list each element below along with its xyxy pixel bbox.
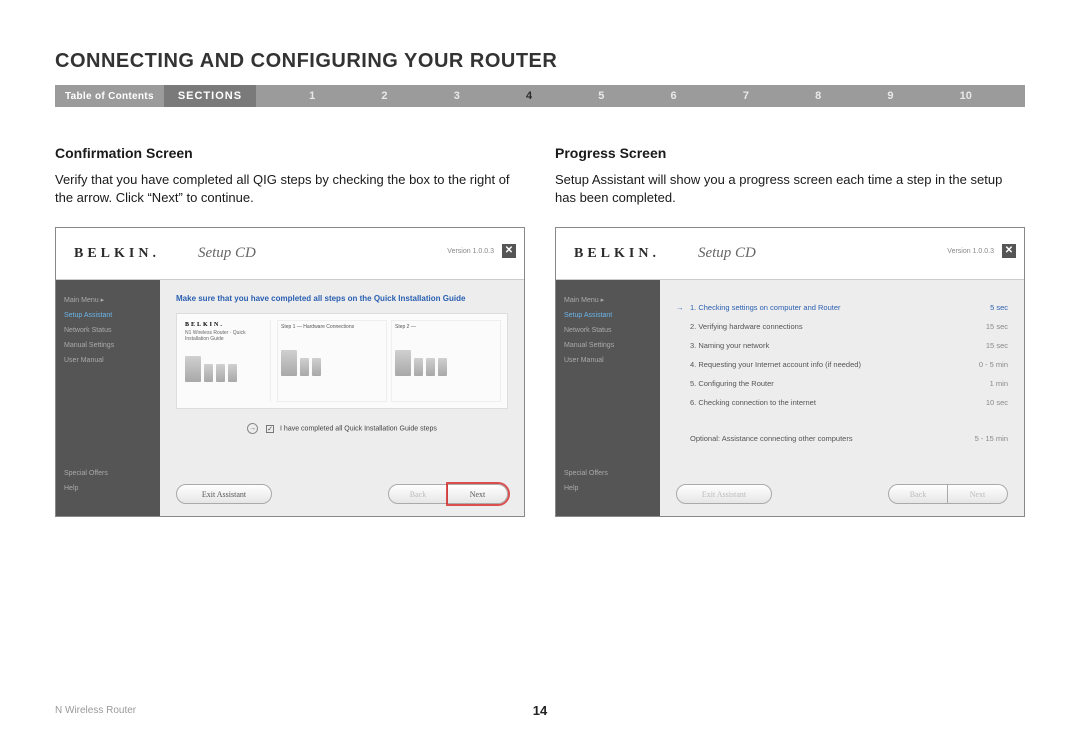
app-product-name: Setup CD [698, 245, 756, 262]
confirmation-body: Verify that you have completed all QIG s… [55, 171, 525, 207]
app-sidebar: Main Menu ▸ Setup Assistant Network Stat… [56, 280, 160, 516]
sections-label: SECTIONS [164, 85, 256, 107]
sections-nav-bar: Table of Contents SECTIONS 1 2 3 4 5 6 7 8 9 10 [55, 85, 1025, 107]
back-button[interactable]: Back [888, 484, 948, 504]
progress-step-time: 0 - 5 min [958, 360, 1008, 369]
belkin-logo: BELKIN. [574, 246, 660, 262]
sidebar-item-setup-assistant[interactable]: Setup Assistant [64, 312, 152, 319]
section-link-10[interactable]: 10 [960, 90, 972, 102]
sidebar-item-setup-assistant[interactable]: Setup Assistant [564, 312, 652, 319]
close-icon[interactable]: ✕ [1002, 244, 1016, 258]
progress-step: 2. Verifying hardware connections15 sec [676, 317, 1008, 336]
completed-checkbox[interactable]: ✓ [266, 425, 274, 433]
section-numbers: 1 2 3 4 5 6 7 8 9 10 [256, 90, 1025, 102]
progress-step-time: 15 sec [958, 322, 1008, 331]
app-header: BELKIN. Setup CD Version 1.0.0.3 ✕ [556, 228, 1024, 280]
progress-optional-row: Optional: Assistance connecting other co… [676, 434, 1008, 443]
sidebar-item-special-offers[interactable]: Special Offers [64, 470, 152, 477]
sidebar-item-network-status[interactable]: Network Status [564, 327, 652, 334]
section-link-6[interactable]: 6 [671, 90, 677, 102]
progress-step: →1. Checking settings on computer and Ro… [676, 298, 1008, 317]
progress-list: →1. Checking settings on computer and Ro… [676, 298, 1008, 412]
confirmation-check-row: → ✓ I have completed all Quick Installat… [176, 423, 508, 434]
section-link-3[interactable]: 3 [454, 90, 460, 102]
page-title: CONNECTING AND CONFIGURING YOUR ROUTER [55, 50, 1025, 73]
sidebar-item-network-status[interactable]: Network Status [64, 327, 152, 334]
arrow-right-icon [676, 398, 690, 407]
next-button[interactable]: Next [448, 484, 508, 504]
left-column: Confirmation Screen Verify that you have… [55, 145, 525, 517]
section-link-4[interactable]: 4 [526, 90, 532, 102]
sidebar-item-user-manual[interactable]: User Manual [64, 357, 152, 364]
confirmation-screenshot: BELKIN. Setup CD Version 1.0.0.3 ✕ Main … [55, 227, 525, 517]
sidebar-item-main-menu[interactable]: Main Menu ▸ [64, 296, 152, 304]
right-column: Progress Screen Setup Assistant will sho… [555, 145, 1025, 517]
qig-belkin-logo: BELKIN. [185, 322, 268, 328]
progress-body: Setup Assistant will show you a progress… [555, 171, 1025, 207]
progress-step-time: 10 sec [958, 398, 1008, 407]
arrow-right-icon [676, 341, 690, 350]
exit-assistant-button[interactable]: Exit Assistant [676, 484, 772, 504]
sidebar-item-main-menu[interactable]: Main Menu ▸ [564, 296, 652, 304]
toc-link[interactable]: Table of Contents [55, 91, 164, 102]
section-link-7[interactable]: 7 [743, 90, 749, 102]
version-label: Version 1.0.0.3 [447, 248, 494, 255]
exit-assistant-button[interactable]: Exit Assistant [176, 484, 272, 504]
section-link-1[interactable]: 1 [309, 90, 315, 102]
optional-time: 5 - 15 min [958, 434, 1008, 443]
app-main-progress: →1. Checking settings on computer and Ro… [660, 280, 1024, 516]
progress-step-label: 1. Checking settings on computer and Rou… [690, 303, 958, 312]
progress-step: 5. Configuring the Router1 min [676, 374, 1008, 393]
footer-product-name: N Wireless Router [55, 705, 136, 716]
sidebar-item-user-manual[interactable]: User Manual [564, 357, 652, 364]
app-product-name: Setup CD [198, 245, 256, 262]
sidebar-item-special-offers[interactable]: Special Offers [564, 470, 652, 477]
progress-step-label: 4. Requesting your Internet account info… [690, 360, 958, 369]
progress-screenshot: BELKIN. Setup CD Version 1.0.0.3 ✕ Main … [555, 227, 1025, 517]
app-header: BELKIN. Setup CD Version 1.0.0.3 ✕ [56, 228, 524, 280]
back-button[interactable]: Back [388, 484, 448, 504]
arrow-right-icon [676, 360, 690, 369]
arrow-right-icon [676, 379, 690, 388]
device-illustration [185, 356, 268, 382]
sidebar-item-manual-settings[interactable]: Manual Settings [564, 342, 652, 349]
section-link-5[interactable]: 5 [598, 90, 604, 102]
arrow-right-icon [676, 322, 690, 331]
progress-step-label: 2. Verifying hardware connections [690, 322, 958, 331]
next-button[interactable]: Next [948, 484, 1008, 504]
sidebar-item-manual-settings[interactable]: Manual Settings [64, 342, 152, 349]
qig-step1-title: Step 1 — Hardware Connections [281, 324, 383, 330]
section-link-9[interactable]: 9 [887, 90, 893, 102]
arrow-right-icon: → [676, 303, 690, 312]
checkbox-label: I have completed all Quick Installation … [280, 426, 437, 433]
section-link-2[interactable]: 2 [381, 90, 387, 102]
close-icon[interactable]: ✕ [502, 244, 516, 258]
qig-subtitle: N1 Wireless Router · Quick Installation … [185, 330, 268, 342]
progress-heading: Progress Screen [555, 145, 1025, 161]
section-link-8[interactable]: 8 [815, 90, 821, 102]
version-label: Version 1.0.0.3 [947, 248, 994, 255]
belkin-logo: BELKIN. [74, 246, 160, 262]
optional-label: Optional: Assistance connecting other co… [690, 434, 958, 443]
qig-step2-title: Step 2 — [395, 324, 497, 330]
instruction-text: Make sure that you have completed all st… [176, 294, 508, 303]
progress-step: 6. Checking connection to the internet10… [676, 393, 1008, 412]
progress-step-time: 15 sec [958, 341, 1008, 350]
progress-step-label: 5. Configuring the Router [690, 379, 958, 388]
progress-step: 3. Naming your network15 sec [676, 336, 1008, 355]
arrow-right-icon: → [247, 423, 258, 434]
progress-step-time: 1 min [958, 379, 1008, 388]
confirmation-heading: Confirmation Screen [55, 145, 525, 161]
page-number: 14 [533, 703, 547, 718]
page-footer: N Wireless Router 14 [55, 705, 1025, 716]
progress-step: 4. Requesting your Internet account info… [676, 355, 1008, 374]
sidebar-item-help[interactable]: Help [564, 485, 652, 492]
app-sidebar: Main Menu ▸ Setup Assistant Network Stat… [556, 280, 660, 516]
app-main-confirmation: Make sure that you have completed all st… [160, 280, 524, 516]
sidebar-item-help[interactable]: Help [64, 485, 152, 492]
qig-preview-card: BELKIN. N1 Wireless Router · Quick Insta… [176, 313, 508, 409]
progress-step-label: 3. Naming your network [690, 341, 958, 350]
progress-step-time: 5 sec [958, 303, 1008, 312]
progress-step-label: 6. Checking connection to the internet [690, 398, 958, 407]
